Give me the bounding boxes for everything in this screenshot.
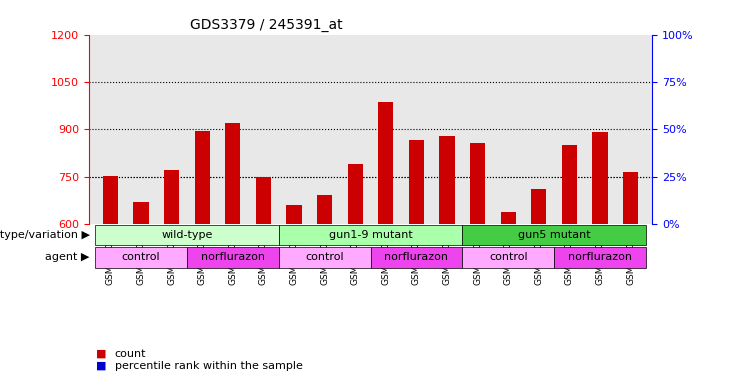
- Text: genotype/variation ▶: genotype/variation ▶: [0, 230, 90, 240]
- Text: ■: ■: [96, 361, 107, 371]
- Text: control: control: [122, 252, 160, 262]
- Text: agent ▶: agent ▶: [45, 252, 90, 262]
- Bar: [378, 103, 393, 384]
- Text: ■: ■: [96, 349, 107, 359]
- Bar: [409, 140, 424, 384]
- Text: gun5 mutant: gun5 mutant: [518, 230, 591, 240]
- Text: percentile rank within the sample: percentile rank within the sample: [115, 361, 303, 371]
- FancyBboxPatch shape: [95, 247, 187, 268]
- Bar: [225, 123, 240, 384]
- Bar: [592, 132, 608, 384]
- Bar: [623, 172, 638, 384]
- Text: norflurazon: norflurazon: [568, 252, 632, 262]
- Text: count: count: [115, 349, 147, 359]
- Text: GDS3379 / 245391_at: GDS3379 / 245391_at: [190, 18, 343, 32]
- Text: norflurazon: norflurazon: [201, 252, 265, 262]
- FancyBboxPatch shape: [279, 247, 370, 268]
- Bar: [103, 176, 118, 384]
- FancyBboxPatch shape: [279, 225, 462, 245]
- Bar: [470, 143, 485, 384]
- FancyBboxPatch shape: [187, 247, 279, 268]
- Text: control: control: [489, 252, 528, 262]
- FancyBboxPatch shape: [554, 247, 646, 268]
- Bar: [164, 170, 179, 384]
- FancyBboxPatch shape: [95, 225, 279, 245]
- Bar: [439, 136, 455, 384]
- Bar: [501, 212, 516, 384]
- Bar: [194, 131, 210, 384]
- Text: wild-type: wild-type: [162, 230, 213, 240]
- Bar: [531, 189, 547, 384]
- FancyBboxPatch shape: [370, 247, 462, 268]
- Text: control: control: [305, 252, 344, 262]
- Bar: [348, 164, 363, 384]
- FancyBboxPatch shape: [462, 225, 646, 245]
- Bar: [133, 202, 149, 384]
- Bar: [317, 195, 332, 384]
- Bar: [562, 145, 577, 384]
- FancyBboxPatch shape: [462, 247, 554, 268]
- Text: gun1-9 mutant: gun1-9 mutant: [328, 230, 413, 240]
- Bar: [286, 205, 302, 384]
- Bar: [256, 177, 271, 384]
- Text: norflurazon: norflurazon: [385, 252, 448, 262]
